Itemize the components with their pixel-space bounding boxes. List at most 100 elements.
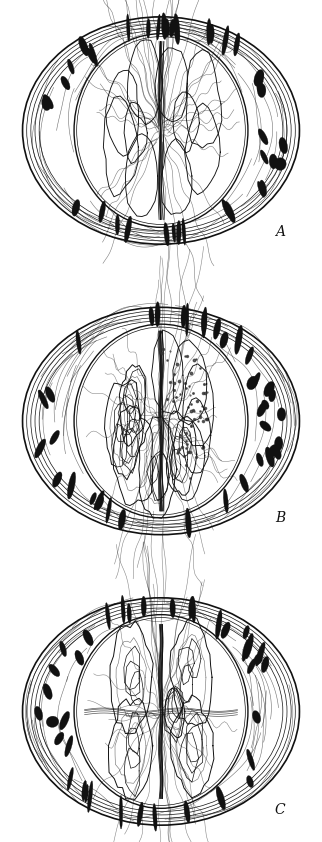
Ellipse shape [277, 408, 286, 421]
Ellipse shape [261, 400, 269, 409]
Ellipse shape [67, 472, 76, 499]
Ellipse shape [137, 802, 143, 827]
Ellipse shape [247, 749, 255, 770]
Ellipse shape [224, 201, 235, 223]
Ellipse shape [127, 14, 130, 41]
Ellipse shape [247, 376, 258, 390]
Ellipse shape [257, 83, 266, 98]
Ellipse shape [185, 303, 189, 337]
Ellipse shape [247, 658, 256, 674]
Ellipse shape [216, 786, 225, 810]
Ellipse shape [260, 180, 267, 196]
Ellipse shape [185, 508, 191, 538]
Ellipse shape [43, 684, 52, 700]
Ellipse shape [155, 301, 160, 327]
Ellipse shape [90, 493, 96, 504]
Ellipse shape [243, 626, 249, 639]
Ellipse shape [121, 595, 125, 624]
Ellipse shape [265, 447, 274, 467]
Ellipse shape [156, 14, 160, 40]
Ellipse shape [161, 13, 167, 40]
Ellipse shape [79, 36, 89, 56]
Ellipse shape [67, 59, 74, 74]
Ellipse shape [94, 491, 104, 510]
Ellipse shape [176, 221, 181, 245]
Ellipse shape [274, 157, 286, 170]
Ellipse shape [88, 781, 93, 813]
Ellipse shape [213, 318, 221, 339]
Ellipse shape [76, 330, 81, 354]
Ellipse shape [257, 72, 263, 92]
Ellipse shape [258, 129, 268, 145]
Ellipse shape [184, 801, 190, 823]
Ellipse shape [260, 150, 268, 164]
Text: A: A [275, 225, 285, 238]
Ellipse shape [222, 25, 229, 56]
Ellipse shape [169, 19, 175, 37]
Ellipse shape [153, 803, 157, 831]
Ellipse shape [209, 24, 214, 44]
Ellipse shape [59, 711, 70, 730]
Ellipse shape [65, 736, 73, 757]
Ellipse shape [207, 19, 211, 45]
Ellipse shape [257, 402, 267, 417]
Ellipse shape [164, 222, 169, 246]
Ellipse shape [99, 201, 106, 222]
Ellipse shape [82, 781, 87, 801]
Ellipse shape [245, 633, 253, 659]
Ellipse shape [264, 381, 275, 397]
Ellipse shape [115, 215, 119, 235]
Ellipse shape [118, 509, 126, 530]
Text: C: C [275, 803, 285, 817]
Ellipse shape [269, 154, 278, 169]
Ellipse shape [127, 604, 131, 623]
Ellipse shape [181, 305, 186, 328]
Ellipse shape [222, 200, 230, 217]
Ellipse shape [261, 657, 269, 673]
Ellipse shape [75, 650, 84, 665]
Ellipse shape [223, 488, 228, 513]
Ellipse shape [164, 19, 169, 37]
Ellipse shape [245, 347, 254, 365]
Ellipse shape [52, 472, 62, 488]
Ellipse shape [50, 430, 60, 445]
Ellipse shape [257, 181, 265, 198]
Ellipse shape [189, 596, 194, 619]
Ellipse shape [54, 733, 64, 745]
Ellipse shape [96, 497, 104, 510]
Ellipse shape [269, 445, 279, 456]
Ellipse shape [202, 307, 207, 338]
Ellipse shape [247, 775, 253, 787]
Text: B: B [275, 511, 285, 525]
Ellipse shape [61, 76, 70, 90]
Ellipse shape [254, 653, 263, 664]
Ellipse shape [242, 640, 249, 662]
Ellipse shape [38, 390, 48, 409]
Ellipse shape [251, 372, 260, 389]
Ellipse shape [255, 642, 265, 666]
Ellipse shape [269, 390, 276, 402]
Ellipse shape [34, 439, 46, 458]
Ellipse shape [141, 596, 146, 617]
Ellipse shape [49, 664, 60, 677]
Ellipse shape [42, 96, 51, 110]
Ellipse shape [234, 33, 240, 56]
Ellipse shape [174, 13, 180, 45]
Ellipse shape [215, 610, 222, 639]
Ellipse shape [124, 216, 132, 242]
Ellipse shape [274, 436, 283, 450]
Ellipse shape [34, 706, 43, 721]
Ellipse shape [45, 386, 55, 402]
Ellipse shape [83, 630, 93, 646]
Ellipse shape [254, 70, 264, 86]
Ellipse shape [220, 332, 228, 349]
Ellipse shape [221, 622, 230, 638]
Ellipse shape [85, 785, 89, 802]
Ellipse shape [149, 306, 154, 326]
Ellipse shape [256, 453, 263, 466]
Ellipse shape [46, 717, 59, 727]
Ellipse shape [67, 767, 73, 791]
Ellipse shape [201, 312, 207, 333]
Ellipse shape [273, 445, 281, 460]
Ellipse shape [260, 421, 271, 431]
